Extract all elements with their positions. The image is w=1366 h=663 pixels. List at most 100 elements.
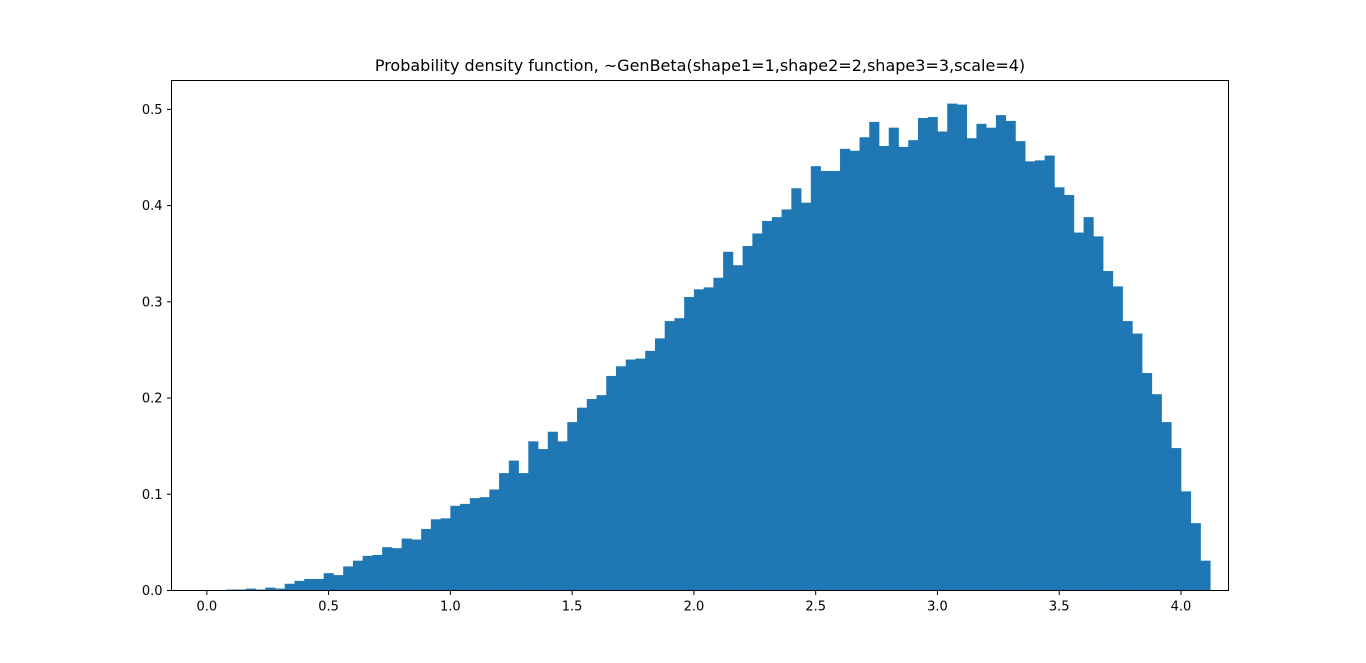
histogram-bar <box>606 375 617 591</box>
histogram-bar <box>664 321 675 591</box>
histogram-bar <box>1151 394 1162 591</box>
histogram-bar <box>801 202 812 591</box>
histogram-bar <box>684 297 695 591</box>
histogram-bar <box>245 588 256 591</box>
histogram-bar <box>732 265 743 591</box>
histogram-bar <box>1034 160 1045 591</box>
x-tick-label: 1.5 <box>562 600 583 615</box>
histogram-bar <box>791 188 802 591</box>
histogram-bar <box>635 358 646 591</box>
histogram-bar <box>430 519 441 591</box>
histogram-bar <box>313 578 325 591</box>
histogram-bar <box>401 538 412 591</box>
x-tick-label: 3.5 <box>1049 600 1070 615</box>
histogram-bar <box>391 548 403 591</box>
histogram-bar <box>352 560 364 591</box>
histogram-bar <box>1093 236 1104 591</box>
histogram-bar <box>1054 187 1065 591</box>
histogram-bar <box>810 166 821 591</box>
histogram-bar <box>528 441 539 591</box>
histogram-bar <box>1171 448 1182 591</box>
histogram-bar <box>625 359 636 591</box>
x-tick-label: 0.0 <box>196 600 217 615</box>
histogram-bar <box>557 441 568 591</box>
histogram-bar <box>323 573 334 591</box>
histogram-bar <box>1083 217 1094 591</box>
histogram-bar <box>1142 373 1153 591</box>
histogram-bar <box>937 131 948 591</box>
histogram-bar <box>762 220 773 591</box>
histogram-bar <box>898 146 909 591</box>
histogram-bar <box>382 547 393 591</box>
histogram-bar <box>781 209 792 591</box>
histogram-bar <box>421 528 432 591</box>
y-tick-label: 0.0 <box>142 584 163 599</box>
histogram-bar <box>654 338 666 591</box>
histogram-bar <box>1181 491 1192 591</box>
histogram-bar <box>275 588 286 591</box>
x-tick-label: 2.5 <box>805 600 826 615</box>
x-tick-label: 1.0 <box>440 600 461 615</box>
histogram-bar <box>411 539 422 591</box>
histogram-bar <box>713 277 724 591</box>
y-tick-label: 0.4 <box>142 199 163 214</box>
histogram-bar <box>1103 271 1114 591</box>
histogram-bar <box>956 104 968 591</box>
histogram-bar <box>859 137 870 591</box>
x-tick-label: 4.0 <box>1171 600 1192 615</box>
histogram-bar <box>1200 560 1211 591</box>
histogram-bar <box>518 473 529 591</box>
histogram-bar <box>723 251 734 591</box>
histogram-bar <box>538 449 549 591</box>
y-axis-ticks: 0.0 0.1 0.2 0.3 0.4 0.5 <box>142 103 172 599</box>
histogram-bar <box>1015 141 1026 591</box>
histogram-bar <box>372 554 383 591</box>
histogram-bar <box>284 583 295 591</box>
histogram-bar <box>986 127 997 591</box>
histogram-bar <box>849 150 860 591</box>
histogram-bar <box>703 287 714 591</box>
histogram-bar <box>460 503 471 591</box>
histogram-bar <box>499 473 510 591</box>
histogram-bar <box>830 170 841 591</box>
histogram-bar <box>995 115 1007 591</box>
histogram-bar <box>508 460 519 591</box>
histogram-bar <box>1161 422 1172 591</box>
histogram-bar <box>1073 232 1084 591</box>
histogram-bar <box>596 395 607 591</box>
histogram-bar <box>547 431 558 591</box>
histogram-bar <box>820 170 831 591</box>
histogram-bar <box>840 148 851 591</box>
histogram-bar <box>1064 195 1075 591</box>
histogram-bar <box>869 121 880 591</box>
histogram-bar <box>1190 523 1201 591</box>
histogram-bar <box>1005 120 1016 591</box>
histogram-bar <box>304 578 315 591</box>
histogram-bar <box>947 103 958 591</box>
histogram-bar <box>294 580 305 591</box>
histogram-bar <box>976 123 987 591</box>
histogram-bar <box>567 422 578 591</box>
chart-title: Probability density function, ~GenBeta(s… <box>375 56 1025 75</box>
histogram-bar <box>917 118 929 591</box>
histogram-bar <box>888 127 899 591</box>
histogram-bar <box>879 145 890 591</box>
histogram-bar <box>362 555 373 591</box>
x-tick-label: 3.0 <box>927 600 948 615</box>
x-tick-label: 0.5 <box>318 600 339 615</box>
histogram-bar <box>265 587 276 591</box>
histogram-bar <box>577 407 588 591</box>
histogram-bar <box>771 217 782 591</box>
bars-group <box>226 103 1211 591</box>
histogram-bar <box>1132 333 1143 591</box>
axes-frame <box>171 80 1229 591</box>
y-tick-label: 0.5 <box>142 103 163 118</box>
histogram-bar <box>450 505 461 591</box>
histogram-bar <box>674 318 685 591</box>
histogram-bar <box>1112 286 1123 591</box>
x-axis-ticks: 0.0 0.5 1.0 1.5 2.0 2.5 3.0 3.5 4.0 <box>196 590 1192 615</box>
histogram-bar <box>489 489 500 591</box>
histogram-bar <box>615 366 627 591</box>
histogram-bar <box>469 498 480 591</box>
